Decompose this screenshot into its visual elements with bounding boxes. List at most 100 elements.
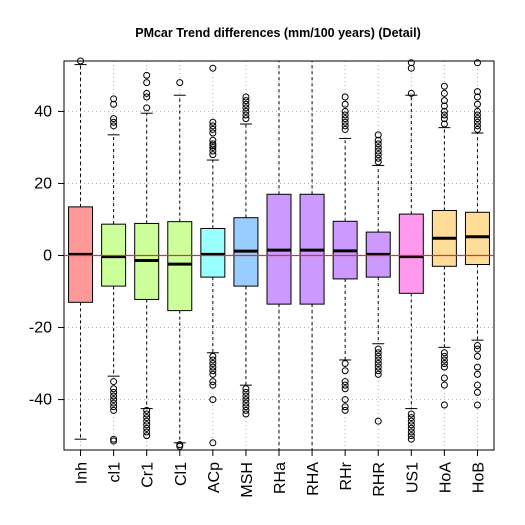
outlier-point bbox=[374, 345, 382, 353]
outlier-point bbox=[341, 378, 349, 386]
x-tick-label-RHa: RHa bbox=[272, 462, 289, 494]
outlier-point bbox=[440, 89, 448, 97]
outlier-point bbox=[143, 417, 151, 425]
outlier-point bbox=[143, 93, 151, 101]
outlier-point bbox=[176, 442, 184, 450]
outlier-point bbox=[473, 388, 481, 396]
box-RHa bbox=[266, 61, 292, 450]
outlier-point bbox=[341, 381, 349, 389]
box-body bbox=[167, 221, 193, 312]
box-RHA bbox=[299, 61, 325, 450]
outlier-point bbox=[209, 136, 217, 144]
outlier-point bbox=[374, 363, 382, 371]
box-Cr1 bbox=[134, 71, 160, 440]
y-tick-label: 40 bbox=[34, 103, 52, 120]
outlier-point bbox=[473, 59, 481, 67]
outlier-point bbox=[440, 374, 448, 382]
outlier-point bbox=[440, 82, 448, 90]
outlier-point bbox=[176, 79, 184, 87]
outlier-point bbox=[242, 388, 250, 396]
outlier-point bbox=[209, 370, 217, 378]
outlier-point bbox=[341, 396, 349, 404]
outlier-point bbox=[407, 424, 415, 432]
outlier-point bbox=[407, 428, 415, 436]
x-tick-label-Cl1: Cl1 bbox=[173, 462, 190, 486]
outlier-point bbox=[242, 115, 250, 123]
outlier-point bbox=[242, 406, 250, 414]
outlier-point bbox=[209, 118, 217, 126]
outlier-point bbox=[473, 342, 481, 350]
outlier-point bbox=[242, 97, 250, 105]
outlier-point bbox=[341, 93, 349, 101]
outlier-point bbox=[374, 356, 382, 364]
outlier-point bbox=[242, 104, 250, 112]
outlier-point bbox=[341, 111, 349, 119]
outlier-point bbox=[407, 421, 415, 429]
outlier-point bbox=[473, 111, 481, 119]
outlier-point bbox=[209, 151, 217, 159]
outlier-point bbox=[209, 378, 217, 386]
outlier-point bbox=[374, 136, 382, 144]
outlier-point bbox=[407, 414, 415, 422]
x-tick-label-RHr: RHr bbox=[338, 461, 355, 490]
outlier-point bbox=[341, 360, 349, 368]
outlier-point bbox=[473, 363, 481, 371]
outlier-point bbox=[209, 356, 217, 364]
outlier-point bbox=[110, 95, 118, 103]
outlier-point bbox=[209, 352, 217, 360]
outlier-point bbox=[242, 93, 250, 101]
outlier-point bbox=[407, 410, 415, 418]
y-tick-label: 20 bbox=[34, 175, 52, 192]
outlier-point bbox=[242, 107, 250, 115]
x-tick-label-RHR: RHR bbox=[371, 462, 388, 497]
outlier-point bbox=[242, 410, 250, 418]
outlier-point bbox=[440, 107, 448, 115]
outlier-point bbox=[341, 403, 349, 411]
outlier-point bbox=[110, 406, 118, 414]
box-RHR bbox=[365, 131, 391, 425]
outlier-point bbox=[473, 122, 481, 130]
outlier-point bbox=[110, 392, 118, 400]
outlier-point bbox=[341, 107, 349, 115]
box-MSH bbox=[233, 93, 259, 418]
outlier-point bbox=[473, 118, 481, 126]
box-body bbox=[398, 213, 424, 294]
outlier-point bbox=[440, 356, 448, 364]
outlier-point bbox=[407, 435, 415, 443]
outlier-point bbox=[473, 115, 481, 123]
outlier-point bbox=[242, 392, 250, 400]
outlier-point bbox=[440, 115, 448, 123]
outlier-point bbox=[242, 396, 250, 404]
x-tick-label-ACp: ACp bbox=[206, 462, 223, 493]
outlier-point bbox=[209, 129, 217, 137]
outlier-point bbox=[473, 370, 481, 378]
outlier-point bbox=[143, 428, 151, 436]
outlier-point bbox=[473, 107, 481, 115]
outlier-point bbox=[341, 406, 349, 414]
box-cl1 bbox=[101, 95, 127, 445]
outlier-point bbox=[440, 102, 448, 110]
outlier-point bbox=[440, 349, 448, 357]
box-body bbox=[464, 211, 490, 266]
outlier-point bbox=[110, 118, 118, 126]
box-US1 bbox=[398, 59, 424, 443]
outlier-point bbox=[407, 64, 415, 72]
outlier-point bbox=[440, 352, 448, 360]
outlier-point bbox=[473, 345, 481, 353]
outlier-point bbox=[143, 421, 151, 429]
outlier-point bbox=[242, 403, 250, 411]
x-tick-label-Cr1: Cr1 bbox=[140, 462, 157, 488]
outlier-point bbox=[374, 151, 382, 159]
outlier-point bbox=[209, 367, 217, 375]
outlier-point bbox=[110, 122, 118, 130]
box-RHr bbox=[332, 93, 358, 414]
outlier-point bbox=[341, 125, 349, 133]
outlier-point bbox=[110, 403, 118, 411]
outlier-point bbox=[209, 396, 217, 404]
outlier-point bbox=[440, 97, 448, 105]
outlier-point bbox=[242, 100, 250, 108]
x-tick-label-Inh: Inh bbox=[74, 462, 91, 484]
outlier-point bbox=[440, 381, 448, 389]
outlier-point bbox=[110, 437, 118, 445]
